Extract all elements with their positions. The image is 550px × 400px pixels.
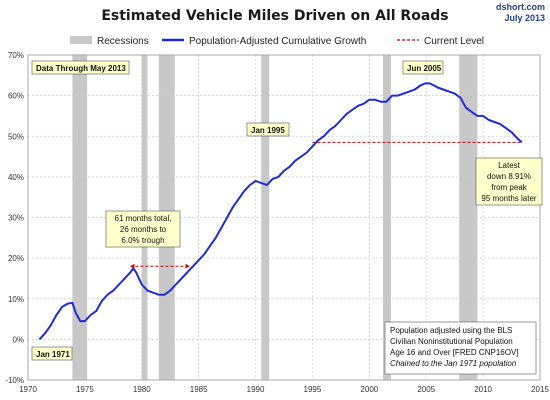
data-through-text: Data Through May 2013 [36, 64, 126, 73]
note-line-3: Age 16 and Over [FRED CNP16OV] [390, 348, 519, 357]
trough-line-2: 26 months to [120, 225, 167, 234]
latest-line-4: 95 months later [481, 194, 536, 203]
jan1995-callout: Jan 1995 [246, 122, 290, 137]
jun2005-text: Jun 2005 [407, 64, 442, 73]
jan1971-callout: Jan 1971 [31, 346, 73, 361]
x-tick-label: 2005 [417, 385, 435, 394]
legend-recession-swatch [70, 36, 92, 44]
note-line-2: Civilian Noninstitutional Population [390, 337, 513, 346]
y-tick-label: -10% [5, 376, 24, 385]
jun2005-callout: Jun 2005 [402, 60, 444, 75]
population-note: Population adjusted using the BLS Civili… [384, 321, 537, 375]
trough-line-3: 6.0% trough [121, 236, 164, 245]
data-through-callout: Data Through May 2013 [31, 60, 130, 75]
note-line-4: Chained to the Jan 1971 population [390, 359, 517, 368]
y-tick-label: 30% [8, 214, 24, 223]
legend-current-label: Current Level [424, 36, 484, 47]
trough-box [105, 210, 181, 248]
series-group [38, 82, 523, 341]
jan1971-text: Jan 1971 [36, 350, 70, 359]
x-axis-ticks: 1970 1975 1980 1985 1990 1995 2000 2005 2010 2015 [19, 385, 549, 394]
x-tick-label: 1980 [133, 385, 151, 394]
x-tick-label: 1995 [304, 385, 322, 394]
trough-line-1: 61 months total, [115, 214, 172, 223]
y-tick-label: 10% [8, 295, 24, 304]
x-tick-label: 1970 [19, 385, 37, 394]
x-tick-label: 2010 [474, 385, 492, 394]
y-tick-label: 70% [8, 51, 24, 60]
x-tick-label: 1975 [76, 385, 94, 394]
latest-line-3: from peak [491, 183, 528, 192]
chart-title: Estimated Vehicle Miles Driven on All Ro… [101, 8, 448, 24]
y-tick-label: 20% [8, 254, 24, 263]
y-axis-ticks: -10% 0% 10% 20% 30% 40% 50% 60% 70% [5, 51, 24, 385]
x-tick-label: 1990 [247, 385, 265, 394]
latest-callout: Latest down 8.91% from peak 95 months la… [475, 157, 543, 206]
trough-span-arrow-1 [185, 263, 190, 269]
trough-callout: 61 months total, 26 months to 6.0% troug… [105, 210, 181, 248]
source-label: dshort.com [496, 2, 545, 12]
recession-band-4 [382, 55, 391, 380]
jun2005-box [402, 60, 444, 75]
x-tick-label: 1985 [190, 385, 208, 394]
legend: Recessions Population-Adjusted Cumulativ… [70, 36, 484, 47]
x-tick-label: 2000 [360, 385, 378, 394]
jan1995-box [246, 122, 290, 137]
data-through-box [31, 60, 130, 75]
y-tick-label: 50% [8, 132, 24, 141]
y-tick-label: 40% [8, 173, 24, 182]
jan1971-box [31, 346, 73, 361]
note-line-1: Population adjusted using the BLS [390, 326, 512, 335]
date-label: July 2013 [504, 13, 545, 23]
latest-box [475, 157, 543, 206]
y-tick-label: 0% [12, 335, 24, 344]
plot-area-border [27, 54, 541, 381]
series-line-0 [38, 82, 523, 341]
legend-series-label: Population-Adjusted Cumulative Growth [189, 36, 366, 47]
latest-line-2: down 8.91% [487, 172, 531, 181]
jan1995-text: Jan 1995 [251, 126, 285, 135]
legend-recessions-label: Recessions [97, 36, 149, 47]
x-tick-label: 2015 [531, 385, 549, 394]
y-tick-label: 60% [8, 92, 24, 101]
population-note-box [384, 321, 537, 375]
latest-line-1: Latest [498, 161, 521, 170]
